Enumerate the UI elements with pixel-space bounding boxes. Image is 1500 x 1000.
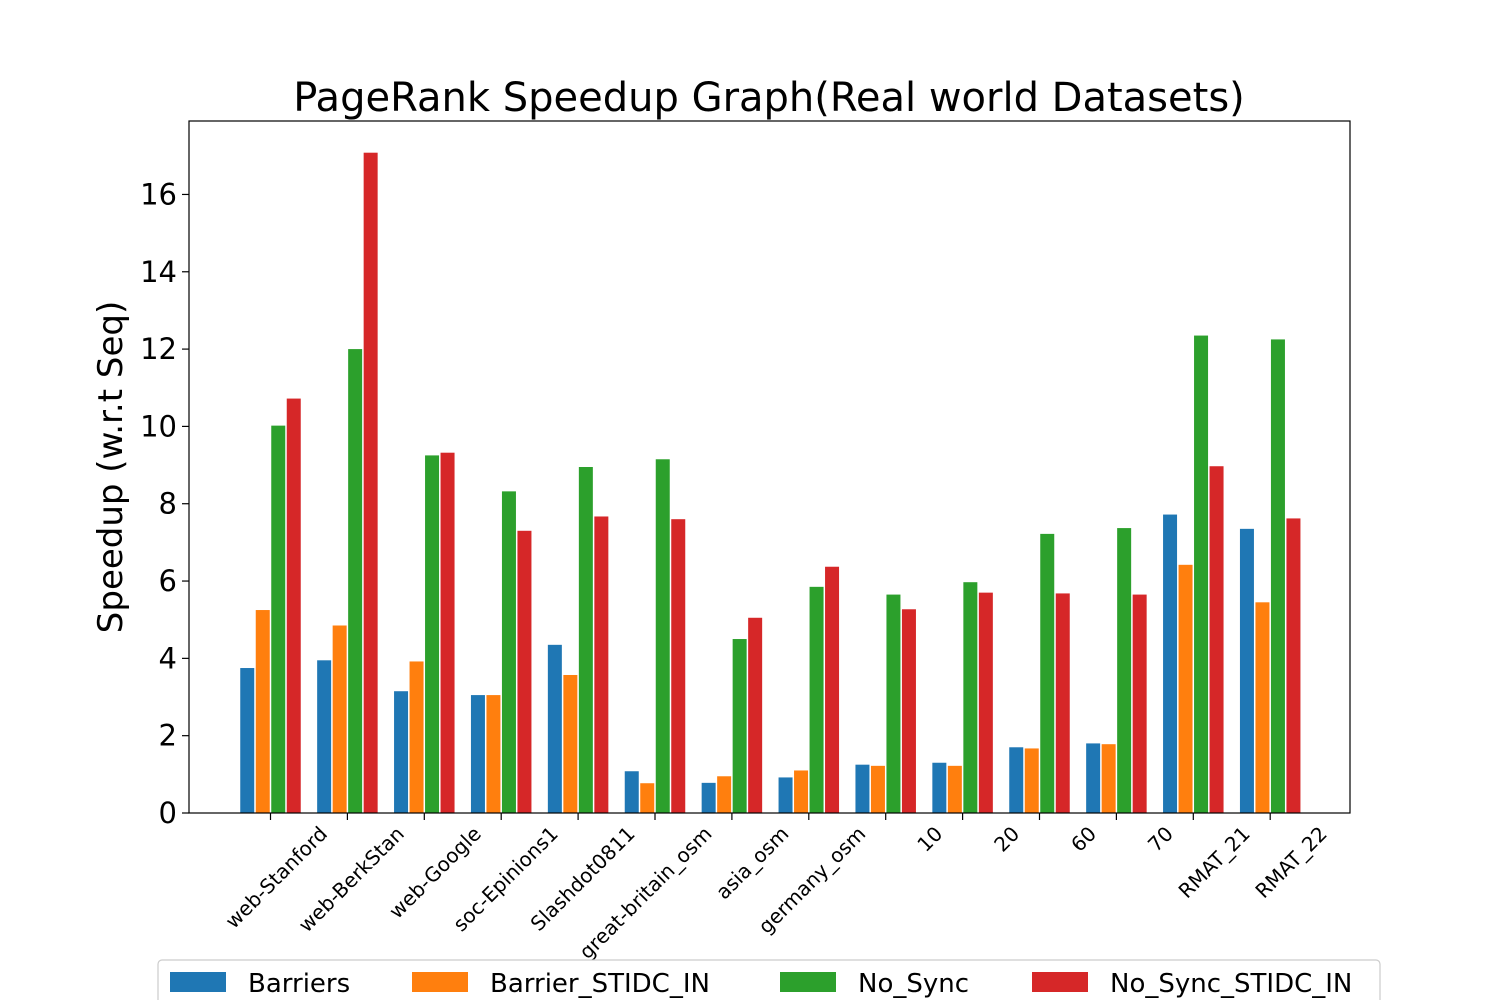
x-tick-label: RMAT_22 xyxy=(1250,822,1331,903)
bar-No_Sync_STIDC_IN-germany_osm xyxy=(825,566,840,813)
bar-Barriers-great-britain_osm xyxy=(624,771,639,813)
bar-Barrier_STIDC_IN-70 xyxy=(1101,744,1116,813)
bar-Barriers-RMAT_22 xyxy=(1239,528,1254,813)
bar-Barriers-RMAT_21 xyxy=(1163,514,1178,813)
bar-No_Sync-soc-Epinions1 xyxy=(501,491,516,813)
y-tick-label: 14 xyxy=(140,255,177,289)
bar-No_Sync-Slashdot0811 xyxy=(578,467,593,813)
bar-Barriers-web-Google xyxy=(394,691,409,813)
x-tick-label: asia_osm xyxy=(711,822,793,904)
bar-No_Sync-70 xyxy=(1117,528,1132,813)
bar-No_Sync_STIDC_IN-10 xyxy=(901,609,916,813)
bar-No_Sync_STIDC_IN-60 xyxy=(1055,593,1070,813)
legend-label: Barrier_STIDC_IN xyxy=(490,969,710,999)
legend-label: Barriers xyxy=(248,969,350,999)
y-tick-label: 10 xyxy=(140,409,177,443)
bar-No_Sync-web-BerkStan xyxy=(348,349,363,813)
bar-Barrier_STIDC_IN-Slashdot0811 xyxy=(563,674,578,813)
legend-label: No_Sync_STIDC_IN xyxy=(1110,969,1352,999)
bar-No_Sync_STIDC_IN-web-Stanford xyxy=(286,398,301,813)
bar-Barriers-web-BerkStan xyxy=(317,660,332,813)
bar-No_Sync_STIDC_IN-RMAT_21 xyxy=(1209,466,1224,813)
bar-Barriers-10 xyxy=(855,764,870,813)
bar-Barriers-soc-Epinions1 xyxy=(470,695,485,813)
bar-No_Sync_STIDC_IN-Slashdot0811 xyxy=(594,516,609,813)
series-No_Sync_STIDC_IN xyxy=(286,152,1301,813)
legend-swatch xyxy=(780,972,836,992)
bar-Barriers-20 xyxy=(932,762,947,813)
legend-swatch xyxy=(170,972,226,992)
y-tick-label: 16 xyxy=(140,177,177,211)
bar-Barrier_STIDC_IN-60 xyxy=(1024,748,1039,813)
bar-No_Sync_STIDC_IN-asia_osm xyxy=(748,617,763,813)
x-tick-label: 70 xyxy=(1143,822,1178,857)
legend-entry-Barrier_STIDC_IN: Barrier_STIDC_IN xyxy=(412,969,710,999)
bar-Barriers-60 xyxy=(1009,747,1024,813)
bar-Barriers-web-Stanford xyxy=(240,668,255,813)
bar-No_Sync_STIDC_IN-20 xyxy=(978,592,993,813)
x-axis-ticks: web-Stanfordweb-BerkStanweb-Googlesoc-Ep… xyxy=(220,813,1332,964)
bar-Barrier_STIDC_IN-soc-Epinions1 xyxy=(486,695,501,813)
plot-frame xyxy=(188,120,1351,814)
bar-Barriers-germany_osm xyxy=(778,777,793,813)
series-Barrier_STIDC_IN xyxy=(255,564,1270,813)
legend-swatch xyxy=(1032,972,1088,992)
y-axis-label: Speedup (w.r.t Seq) xyxy=(91,301,131,633)
legend-entry-No_Sync_STIDC_IN: No_Sync_STIDC_IN xyxy=(1032,969,1352,999)
x-tick-label: RMAT_21 xyxy=(1174,822,1255,903)
legend-label: No_Sync xyxy=(858,969,969,999)
bar-No_Sync_STIDC_IN-70 xyxy=(1132,594,1147,813)
legend-entry-No_Sync: No_Sync xyxy=(780,969,969,999)
series-Barriers xyxy=(240,514,1254,813)
bar-No_Sync-60 xyxy=(1040,533,1055,813)
bar-Barrier_STIDC_IN-asia_osm xyxy=(717,776,732,813)
chart-title: PageRank Speedup Graph(Real world Datase… xyxy=(293,75,1245,121)
bar-No_Sync_STIDC_IN-soc-Epinions1 xyxy=(517,530,532,813)
bar-Barriers-asia_osm xyxy=(701,782,716,813)
y-tick-label: 8 xyxy=(159,487,177,521)
bar-Barrier_STIDC_IN-web-BerkStan xyxy=(332,625,347,813)
series-No_Sync xyxy=(271,335,1285,813)
bar-No_Sync_STIDC_IN-web-BerkStan xyxy=(363,152,378,813)
y-tick-label: 0 xyxy=(159,796,177,830)
bar-Barrier_STIDC_IN-web-Google xyxy=(409,661,424,813)
bar-Barrier_STIDC_IN-great-britain_osm xyxy=(640,783,655,813)
y-tick-label: 2 xyxy=(159,719,177,753)
bar-Barrier_STIDC_IN-20 xyxy=(947,765,962,813)
bar-No_Sync-web-Google xyxy=(425,455,440,813)
bar-No_Sync-web-Stanford xyxy=(271,425,286,813)
legend-swatch xyxy=(412,972,468,992)
x-tick-label: 10 xyxy=(912,822,947,857)
bar-Barrier_STIDC_IN-web-Stanford xyxy=(255,610,270,813)
bars-layer xyxy=(240,152,1301,813)
legend-entry-Barriers: Barriers xyxy=(170,969,350,999)
bar-No_Sync_STIDC_IN-web-Google xyxy=(440,452,455,813)
bar-No_Sync-20 xyxy=(963,582,978,813)
bar-No_Sync-germany_osm xyxy=(809,586,824,813)
bar-No_Sync-asia_osm xyxy=(732,639,747,813)
y-tick-label: 12 xyxy=(140,332,177,366)
bar-Barrier_STIDC_IN-RMAT_21 xyxy=(1178,564,1193,813)
bar-No_Sync-RMAT_22 xyxy=(1270,339,1285,813)
legend: Barriers Barrier_STIDC_IN No_Sync No_Sync_S… xyxy=(157,959,1381,1000)
bar-No_Sync-RMAT_21 xyxy=(1194,335,1209,813)
y-axis-ticks: 0 2 4 6 8 10 12 14 16 xyxy=(140,177,189,830)
bar-No_Sync-great-britain_osm xyxy=(655,459,670,813)
bar-Barriers-Slashdot0811 xyxy=(547,644,562,813)
bar-Barriers-70 xyxy=(1086,743,1101,813)
bar-Barrier_STIDC_IN-germany_osm xyxy=(794,770,809,813)
y-tick-label: 6 xyxy=(159,564,177,598)
x-tick-label: 60 xyxy=(1066,822,1101,857)
y-tick-label: 4 xyxy=(159,641,177,675)
bar-No_Sync_STIDC_IN-RMAT_22 xyxy=(1286,518,1301,813)
x-tick-label: great-britain_osm xyxy=(574,822,716,964)
bar-Barrier_STIDC_IN-10 xyxy=(870,765,885,813)
bar-No_Sync_STIDC_IN-great-britain_osm xyxy=(671,519,686,813)
bar-Barrier_STIDC_IN-RMAT_22 xyxy=(1255,602,1270,813)
bar-No_Sync-10 xyxy=(886,594,901,813)
x-tick-label: 20 xyxy=(989,822,1024,857)
